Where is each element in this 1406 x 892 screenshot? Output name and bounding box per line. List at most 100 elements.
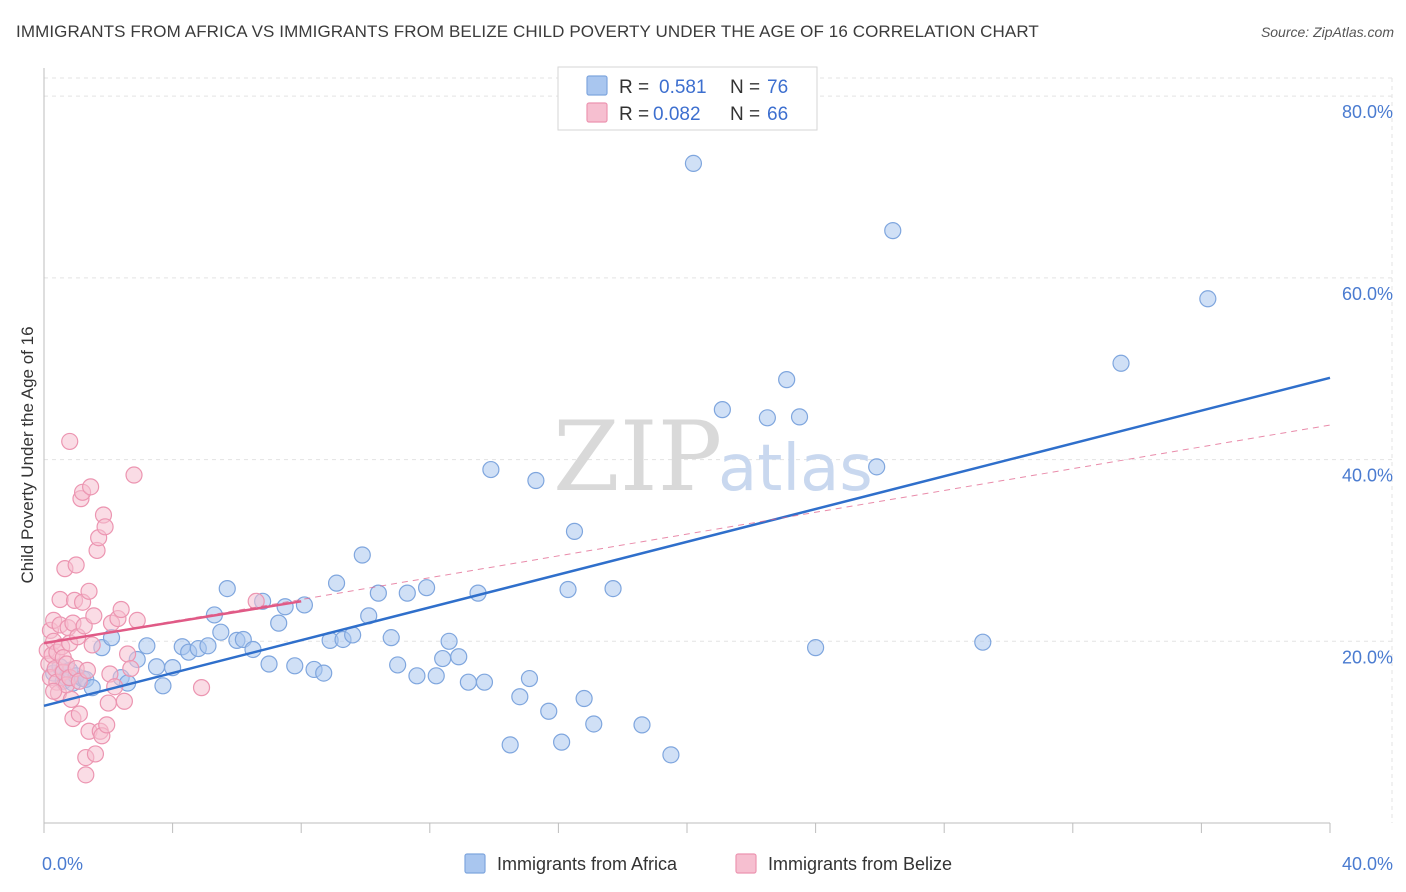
africa-point xyxy=(884,222,902,240)
axes xyxy=(43,68,1331,833)
bottom-legend-swatch-africa xyxy=(464,853,486,874)
africa-point xyxy=(540,702,558,720)
africa-point xyxy=(713,401,731,419)
watermark-atlas: atlas xyxy=(718,432,873,506)
belize-point xyxy=(118,645,137,663)
y-tick-label: 20.0% xyxy=(1342,647,1393,667)
belize-point xyxy=(45,682,63,700)
y-axis-label: Child Poverty Under the Age of 16 xyxy=(18,326,37,583)
africa-point xyxy=(662,746,680,764)
africa-point xyxy=(806,639,825,657)
watermark-zip: ZIP xyxy=(553,401,722,513)
africa-point xyxy=(565,522,584,540)
africa-point xyxy=(684,154,703,173)
bottom-legend-swatch-belize xyxy=(735,853,757,874)
africa-point xyxy=(559,580,577,599)
belize-trend-line xyxy=(43,600,302,645)
bottom-legend-label-africa: Immigrants from Africa xyxy=(497,854,678,874)
africa-point xyxy=(199,637,217,655)
africa-point xyxy=(147,658,166,676)
africa-point xyxy=(778,371,796,389)
belize-point xyxy=(77,766,95,784)
legend-n-label-africa: N = xyxy=(730,77,760,98)
africa-trend-line xyxy=(43,376,1331,708)
x-tick-label: 40.0% xyxy=(1342,854,1393,874)
belize-point xyxy=(70,705,88,723)
africa-point xyxy=(138,637,156,655)
africa-point xyxy=(218,579,236,598)
legend-n-label-belize: N = xyxy=(730,104,760,125)
belize-point xyxy=(86,745,105,763)
africa-point xyxy=(520,669,539,688)
africa-point xyxy=(154,677,172,695)
africa-point xyxy=(327,574,346,592)
africa-point xyxy=(475,673,494,691)
legend-r-label-belize: R = xyxy=(619,104,649,125)
legend-r-value-africa: 0.581 xyxy=(659,77,707,98)
legend-n-value-belize: 66 xyxy=(767,104,788,125)
belize-point xyxy=(83,636,101,654)
africa-point xyxy=(353,546,371,564)
africa-point xyxy=(459,673,477,691)
belize-point xyxy=(122,659,140,678)
africa-point xyxy=(389,656,407,674)
africa-point xyxy=(450,648,468,666)
africa-point xyxy=(1199,290,1217,308)
y-tick-label: 40.0% xyxy=(1342,466,1393,486)
x-tick-label: 0.0% xyxy=(42,854,83,874)
belize-trend-extension xyxy=(43,424,1331,644)
africa-point xyxy=(575,689,593,708)
africa-point xyxy=(427,667,445,685)
belize-point xyxy=(85,607,103,625)
africa-point xyxy=(315,664,333,682)
belize-point xyxy=(80,582,98,600)
africa-point xyxy=(408,667,426,685)
trend-lines xyxy=(43,376,1331,708)
africa-point xyxy=(527,471,545,490)
data-points xyxy=(38,154,1217,784)
africa-point xyxy=(868,458,886,476)
y-tick-label: 60.0% xyxy=(1342,284,1393,304)
africa-point xyxy=(440,632,458,650)
belize-point xyxy=(67,556,85,574)
y-tick-label: 80.0% xyxy=(1342,102,1393,122)
bottom-legend-label-belize: Immigrants from Belize xyxy=(768,854,952,874)
africa-point xyxy=(604,579,622,598)
africa-point xyxy=(1112,354,1130,372)
africa-point xyxy=(417,579,436,597)
belize-point xyxy=(99,694,117,712)
africa-point xyxy=(633,716,651,734)
watermark: ZIP atlas xyxy=(553,401,873,513)
africa-point xyxy=(382,629,400,647)
africa-point xyxy=(276,598,294,616)
legend: R = 0.581 N = 76 R = 0.082 N = 66 xyxy=(557,66,818,131)
belize-point xyxy=(125,466,143,484)
belize-point xyxy=(192,679,211,697)
africa-point xyxy=(501,736,519,754)
legend-swatch-belize xyxy=(586,102,608,123)
africa-point xyxy=(369,584,387,602)
source-credit: Source: ZipAtlas.com xyxy=(1260,24,1394,40)
belize-point xyxy=(112,600,130,619)
belize-point xyxy=(98,716,116,734)
chart-title: IMMIGRANTS FROM AFRICA VS IMMIGRANTS FRO… xyxy=(16,22,1039,41)
africa-point xyxy=(212,623,230,641)
legend-swatch-africa xyxy=(586,75,608,96)
africa-point xyxy=(511,688,529,706)
africa-point xyxy=(434,649,452,668)
africa-point xyxy=(790,408,809,426)
belize-point xyxy=(115,692,133,710)
legend-r-value-belize: 0.082 xyxy=(653,104,701,125)
africa-point xyxy=(398,584,416,602)
africa-point xyxy=(974,633,992,651)
africa-point xyxy=(260,655,278,673)
belize-point xyxy=(96,518,114,536)
africa-point xyxy=(585,715,603,733)
legend-r-label-africa: R = xyxy=(619,77,649,98)
belize-point xyxy=(78,661,97,679)
africa-point xyxy=(553,733,571,751)
bottom-legend: Immigrants from Africa Immigrants from B… xyxy=(464,853,952,874)
belize-point xyxy=(82,478,100,496)
legend-n-value-africa: 76 xyxy=(767,77,788,98)
